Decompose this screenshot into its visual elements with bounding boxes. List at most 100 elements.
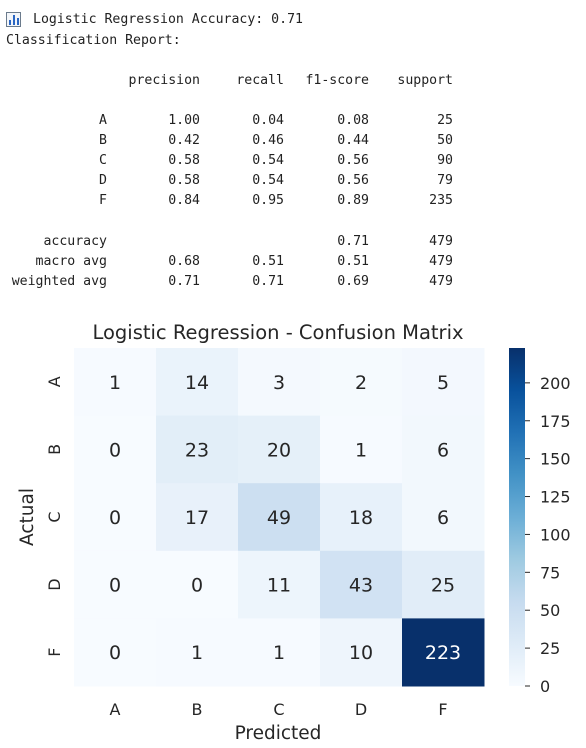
- heatmap-cell: [156, 550, 239, 619]
- report-cell: 479: [429, 234, 453, 249]
- report-row-label: A: [99, 113, 107, 128]
- report-cell: 0.71: [337, 234, 369, 249]
- cell-value-label: 0: [109, 642, 121, 664]
- cell-value-label: 43: [349, 575, 373, 597]
- report-cell: 0.71: [168, 274, 200, 289]
- report-title: Classification Report:: [6, 33, 181, 48]
- report-cell: 0.44: [337, 133, 369, 148]
- cell-value-label: 6: [437, 439, 449, 461]
- report-cell: 0.71: [252, 274, 284, 289]
- heatmap-cell: [402, 415, 485, 484]
- heatmap-cell: [74, 348, 157, 417]
- report-cell: 0.51: [337, 254, 369, 269]
- report-cell: 0.08: [337, 113, 369, 128]
- report-column-header: precision: [128, 73, 200, 88]
- report-cell: 0.46: [252, 133, 284, 148]
- report-cell: 0.54: [252, 153, 284, 168]
- cell-value-label: 14: [185, 372, 209, 394]
- classification-report: precision recall f1-score support A 1.00 0.04 0…: [0, 0, 586, 300]
- report-row-label: B: [99, 133, 107, 148]
- cell-value-label: 0: [109, 507, 121, 529]
- y-axis-label: Actual: [17, 488, 38, 546]
- heatmap-cell: [156, 348, 239, 417]
- y-tick-label: F: [45, 648, 64, 657]
- y-tick-label: A: [45, 376, 64, 387]
- report-cell: 479: [429, 254, 453, 269]
- x-tick-label: B: [192, 700, 203, 719]
- report-cell: 0.56: [337, 173, 369, 188]
- heatmap-cell: [402, 550, 485, 619]
- cell-value-label: 3: [273, 372, 285, 394]
- heatmap-cell: [238, 415, 321, 484]
- cell-value-label: 10: [349, 642, 373, 664]
- cell-value-label: 6: [437, 507, 449, 529]
- report-column-header: f1-score: [305, 73, 369, 88]
- colorbar-tick-label: 200: [540, 374, 571, 393]
- cell-value-label: 5: [437, 372, 449, 394]
- heatmap-cell: [320, 415, 403, 484]
- report-cell: 0.68: [168, 254, 200, 269]
- colorbar-tick-label: 0: [540, 677, 550, 696]
- report-cell: 0.51: [252, 254, 284, 269]
- heatmap-cell: [320, 483, 403, 552]
- y-tick-label: C: [45, 511, 64, 522]
- heatmap-cell: [238, 348, 321, 417]
- heatmap-cell: [402, 483, 485, 552]
- report-cell: 0.89: [337, 193, 369, 208]
- heatmap-cell: [74, 618, 157, 687]
- report-cell: 79: [437, 173, 453, 188]
- heatmap-cell: [74, 415, 157, 484]
- heatmap-cells: 1 14 3 2 50 23 20 1 60 17 49 18 60 0 11 43 250 1 1 10 223: [74, 348, 485, 687]
- report-cell: 479: [429, 274, 453, 289]
- x-tick-label: D: [355, 700, 367, 719]
- x-tick-label: A: [110, 700, 121, 719]
- report-column-header: support: [397, 73, 453, 88]
- heatmap-cell: [402, 618, 485, 687]
- report-row-label: F: [99, 193, 107, 208]
- report-cell: 0.42: [168, 133, 200, 148]
- cell-value-label: 49: [267, 507, 291, 529]
- x-tick-label: C: [273, 700, 284, 719]
- report-cell: 0.84: [168, 193, 200, 208]
- colorbar-tick-label: 50: [540, 601, 560, 620]
- report-cell: 25: [437, 113, 453, 128]
- heatmap-cell: [402, 348, 485, 417]
- x-tick-label: F: [438, 700, 447, 719]
- colorbar-tick-label: 150: [540, 450, 571, 469]
- report-summary-label: macro avg: [35, 254, 107, 269]
- report-cell: 1.00: [168, 113, 200, 128]
- bar-chart-icon: [6, 12, 21, 27]
- report-summary-label: weighted avg: [11, 274, 107, 289]
- heatmap-cell: [238, 483, 321, 552]
- heatmap-cell: [74, 550, 157, 619]
- cell-value-label: 11: [267, 575, 291, 597]
- cell-value-label: 1: [273, 642, 285, 664]
- chart-title: Logistic Regression - Confusion Matrix: [92, 321, 463, 344]
- report-cell: 0.58: [168, 153, 200, 168]
- report-row-label: C: [99, 153, 107, 168]
- y-tick-label: B: [45, 444, 64, 455]
- y-tick-label: D: [45, 578, 64, 590]
- colorbar: [509, 348, 525, 686]
- report-cell: 0.58: [168, 173, 200, 188]
- cell-value-label: 2: [355, 372, 367, 394]
- colorbar-tick-label: 125: [540, 488, 571, 507]
- heatmap-cell: [320, 618, 403, 687]
- colorbar-ticks: 0 25 50 75 100 125 150 175 200: [525, 374, 571, 696]
- heatmap-cell: [238, 618, 321, 687]
- report-cell: 0.56: [337, 153, 369, 168]
- colorbar-tick-label: 175: [540, 412, 571, 431]
- accuracy-text: Logistic Regression Accuracy: 0.71: [33, 12, 303, 27]
- cell-value-label: 18: [349, 507, 373, 529]
- colorbar-tick-label: 75: [540, 563, 560, 582]
- report-summary-label: accuracy: [43, 234, 107, 249]
- cell-value-label: 0: [191, 575, 203, 597]
- colorbar-tick-label: 100: [540, 525, 571, 544]
- cell-value-label: 1: [109, 372, 121, 394]
- heatmap-cell: [156, 483, 239, 552]
- colorbar-tick-label: 25: [540, 639, 560, 658]
- heatmap-cell: [320, 348, 403, 417]
- cell-value-label: 23: [185, 439, 209, 461]
